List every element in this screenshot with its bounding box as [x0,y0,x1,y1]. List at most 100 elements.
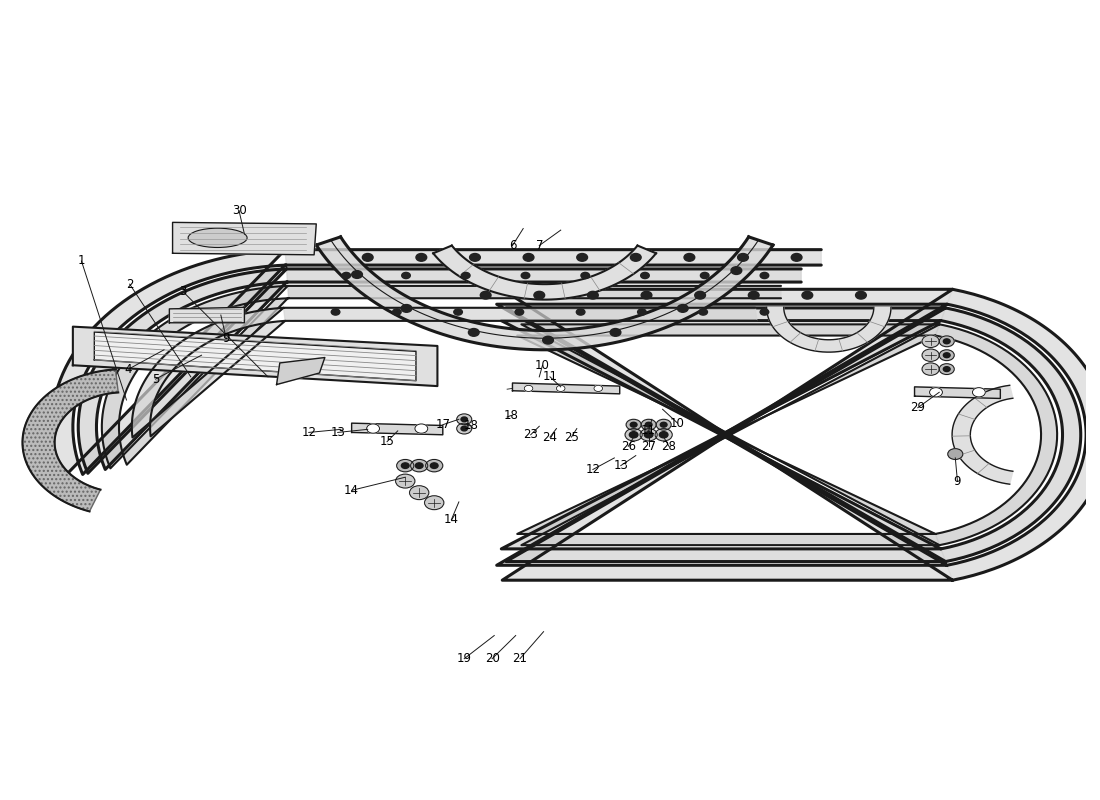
Circle shape [944,353,950,358]
Polygon shape [953,386,1013,484]
Circle shape [660,422,667,427]
Circle shape [656,429,672,441]
Circle shape [456,423,472,434]
Circle shape [610,329,620,336]
Circle shape [470,254,481,262]
Circle shape [922,363,939,375]
Circle shape [534,291,544,299]
Circle shape [362,254,373,262]
Polygon shape [102,286,781,468]
Circle shape [576,254,587,262]
Circle shape [576,309,585,315]
Polygon shape [78,269,801,474]
Circle shape [939,350,954,361]
Circle shape [698,309,707,315]
Circle shape [481,291,491,299]
Circle shape [587,291,598,299]
Ellipse shape [188,228,248,247]
Circle shape [416,463,424,469]
Circle shape [939,364,954,374]
Circle shape [646,422,652,427]
Circle shape [930,388,943,397]
Polygon shape [497,290,1100,580]
Circle shape [542,336,553,344]
Text: 27: 27 [641,440,656,453]
Circle shape [638,309,646,315]
Circle shape [352,270,362,278]
Text: 18: 18 [463,419,478,432]
Circle shape [760,309,769,315]
Circle shape [557,386,565,391]
Circle shape [922,349,939,362]
Circle shape [625,429,642,441]
Circle shape [645,432,653,438]
Circle shape [659,432,668,438]
Circle shape [791,254,802,262]
Circle shape [469,329,480,336]
Circle shape [461,426,468,431]
Text: 30: 30 [232,204,246,218]
Text: 20: 20 [485,652,499,665]
Text: 12: 12 [301,426,317,439]
Circle shape [678,305,689,312]
Circle shape [425,496,444,510]
Text: 25: 25 [564,430,579,443]
Circle shape [524,254,534,262]
Text: 4: 4 [125,362,132,376]
Polygon shape [914,387,1000,398]
Text: 24: 24 [542,430,558,443]
Circle shape [944,339,950,344]
Text: 13: 13 [614,459,628,472]
Text: 18: 18 [504,409,519,422]
Circle shape [640,273,649,278]
Circle shape [430,463,438,469]
Circle shape [939,336,954,346]
Circle shape [738,254,748,262]
Text: 11: 11 [542,370,558,383]
Circle shape [641,419,656,430]
Circle shape [695,291,705,299]
Circle shape [525,386,532,391]
Text: 12: 12 [585,463,601,476]
Polygon shape [433,246,656,299]
Circle shape [581,273,590,278]
Text: 3: 3 [179,286,187,298]
Polygon shape [173,222,317,255]
Circle shape [732,266,741,274]
Polygon shape [352,423,443,434]
Circle shape [393,309,402,315]
Text: 26: 26 [620,440,636,453]
Circle shape [760,273,769,278]
Circle shape [415,424,428,434]
Circle shape [456,414,472,425]
Polygon shape [317,237,773,350]
Text: 21: 21 [513,652,528,665]
Text: 15: 15 [379,435,395,448]
Circle shape [521,273,530,278]
Polygon shape [132,308,757,438]
Circle shape [856,291,867,299]
Text: 28: 28 [661,440,676,453]
Circle shape [629,432,638,438]
Polygon shape [517,324,1057,545]
Circle shape [409,486,429,500]
Text: 13: 13 [330,426,345,439]
Polygon shape [502,308,1080,562]
Circle shape [396,474,415,488]
Circle shape [331,309,340,315]
Circle shape [684,254,695,262]
Text: 5: 5 [152,373,160,386]
Text: 6: 6 [508,239,516,252]
Text: 10: 10 [535,358,550,372]
Text: 10: 10 [670,417,685,430]
Circle shape [640,429,657,441]
Polygon shape [169,307,244,322]
Circle shape [656,419,671,430]
Circle shape [641,291,652,299]
Circle shape [461,417,468,422]
Polygon shape [767,307,891,352]
Circle shape [397,459,414,472]
Text: 2: 2 [125,278,133,290]
Circle shape [402,463,409,469]
Circle shape [402,305,411,312]
